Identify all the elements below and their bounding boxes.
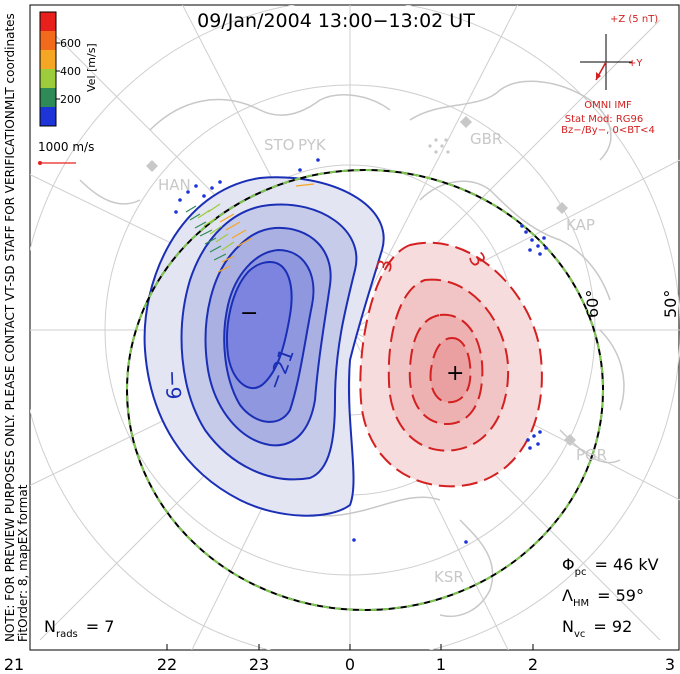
station-pyk: PYK	[298, 136, 327, 154]
colorbar-label: Vel [m/s]	[85, 43, 98, 92]
fit-order-note: FitOrder: 8, mapEX format	[16, 484, 30, 642]
mlt-tick-3: 3	[665, 655, 675, 674]
mlt-tick-23: 23	[249, 655, 269, 674]
lambda-sub: HM	[573, 598, 589, 609]
latitude-labels: 60° 50°	[583, 290, 680, 318]
vector-scale-label: 1000 m/s	[38, 140, 94, 154]
svg-text:Nrads= 7: Nrads = 7	[44, 617, 114, 640]
nrads-sub: rads	[56, 629, 78, 640]
colorbar-tick-200: 200	[60, 93, 81, 106]
nrads-value: = 7	[86, 617, 115, 636]
velocity-vectors	[174, 138, 548, 544]
imf-y-label: +Y	[628, 58, 643, 69]
mlt-axis-ticks	[29, 644, 534, 650]
mlt-coordinates-label: MLT coordinates	[3, 13, 17, 110]
station-sto: STO	[264, 136, 295, 154]
imf-clock: +Z (5 nT) +Y OMNI IMF Stat Mod: RG96 Bz−…	[561, 14, 658, 136]
fit-statistics: Φpc = 46 kV ΛHM = 59° Nvc = 92 Nrads = 7	[44, 555, 659, 640]
preview-note: NOTE: FOR PREVIEW PURPOSES ONLY. PLEASE …	[3, 106, 17, 642]
mlt-tick-0: 0	[345, 655, 355, 674]
mlt-axis: 21 22 23 0 1 2 3	[4, 655, 675, 674]
svg-text:ΛHM= 59°: ΛHM = 59°	[562, 586, 644, 609]
lat-label-60: 60°	[583, 290, 602, 318]
mlt-tick-2: 2	[528, 655, 538, 674]
velocity-colorbar: 600 400 200 Vel [m/s]	[39, 11, 98, 127]
station-gbr: GBR	[470, 130, 502, 148]
mlt-tick-1: 1	[436, 655, 446, 674]
lambda-value: = 59°	[597, 586, 644, 605]
nvc-sub: vc	[574, 629, 585, 640]
nvc-value: = 92	[593, 617, 632, 636]
imf-title: OMNI IMF	[584, 100, 632, 111]
imf-model-line2: Bz−/By−, 0<BT<4	[561, 125, 655, 136]
station-labels: STO PYK GBR HAN KAP PGR KSR	[158, 130, 607, 586]
svg-text:Nvc= 92: Nvc = 92	[562, 617, 632, 640]
lat-label-50: 50°	[661, 290, 680, 318]
map-title: 09/Jan/2004 13:00−13:02 UT	[197, 10, 475, 32]
station-markers	[146, 116, 576, 446]
station-ksr: KSR	[434, 568, 464, 586]
mlt-tick-22: 22	[157, 655, 177, 674]
positive-potential-cell	[359, 241, 543, 488]
potential-minimum-marker: −	[240, 301, 258, 326]
contour-label-minus9: −9	[161, 370, 186, 400]
phi-sub: pc	[575, 567, 587, 578]
station-kap: KAP	[566, 216, 595, 234]
mlt-tick-21: 21	[4, 655, 24, 674]
contour-label-3a: 3	[371, 257, 397, 274]
nvc-symbol: N	[562, 617, 574, 636]
imf-z-label: +Z (5 nT)	[610, 14, 658, 25]
hm-boundary-green	[126, 169, 604, 611]
svg-text:Φpc= 46 kV: Φpc = 46 kV	[562, 555, 659, 578]
phi-value: = 46 kV	[594, 555, 658, 574]
vector-scale: 1000 m/s	[38, 140, 94, 165]
potential-maximum-marker: +	[446, 361, 464, 386]
colorbar-tick-400: 400	[60, 65, 81, 78]
colorbar-tick-600: 600	[60, 37, 81, 50]
nrads-symbol: N	[44, 617, 56, 636]
station-pgr: PGR	[576, 446, 607, 464]
station-han: HAN	[158, 176, 191, 194]
phi-symbol: Φ	[562, 555, 575, 574]
negative-potential-cell	[143, 176, 385, 517]
lambda-symbol: Λ	[562, 586, 573, 605]
imf-model-line1: Stat Mod: RG96	[565, 114, 644, 125]
plot-frame	[29, 4, 680, 651]
